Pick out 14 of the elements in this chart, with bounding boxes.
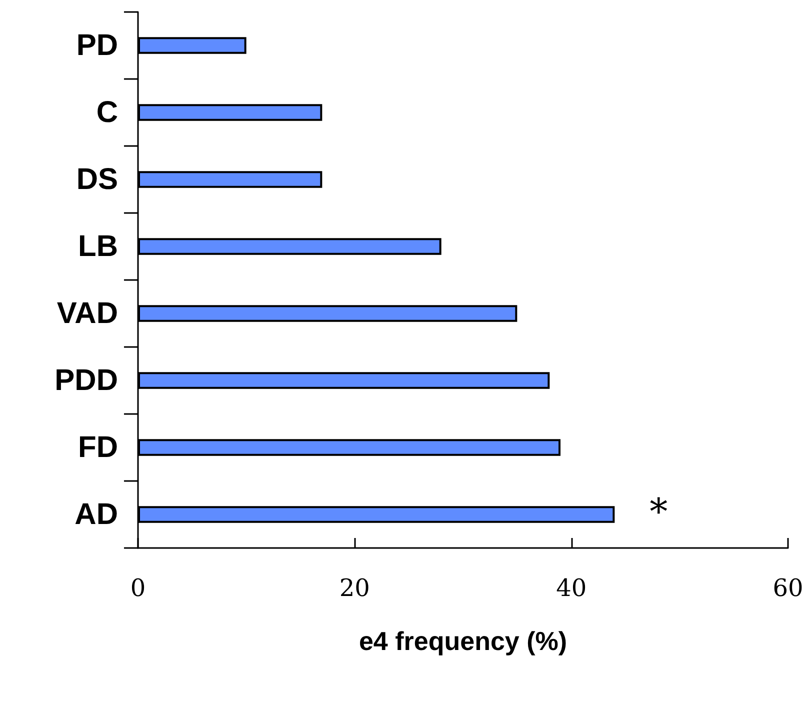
x-tick-label: 60 — [772, 574, 804, 602]
y-tick-label: FD — [78, 431, 118, 464]
annotation: * — [650, 492, 668, 533]
x-axis-title: e4 frequency (%) — [358, 626, 568, 656]
y-tick-label: C — [96, 96, 118, 129]
y-tick-label: PD — [76, 29, 118, 62]
y-tick-label: PDD — [54, 364, 118, 397]
x-tick-label: 40 — [556, 574, 587, 602]
y-tick-label: AD — [74, 498, 118, 531]
x-tick-label: 20 — [339, 574, 370, 602]
y-tick-label: LB — [78, 230, 118, 263]
x-tick-label: 0 — [130, 574, 146, 602]
y-tick-label: VAD — [56, 297, 118, 330]
y-tick-label: DS — [76, 163, 118, 196]
